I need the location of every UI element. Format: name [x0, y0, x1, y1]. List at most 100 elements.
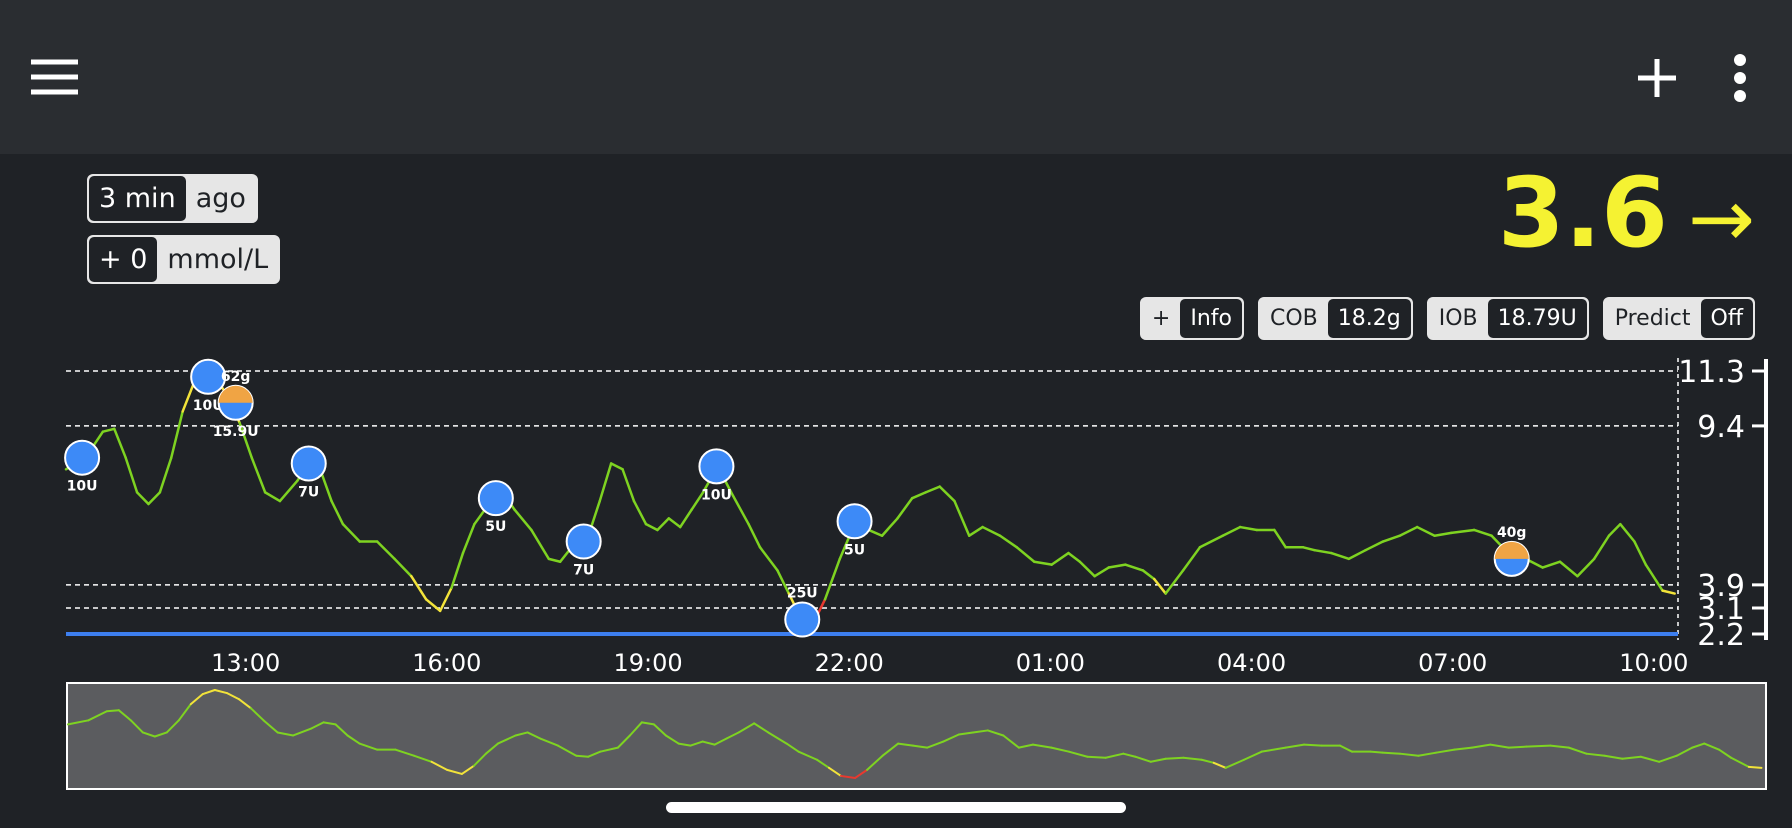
bg-line-segment — [547, 557, 562, 563]
navigator-line-segment — [1435, 748, 1456, 754]
navigator-line-segment — [189, 693, 204, 706]
navigator-line-segment — [153, 731, 168, 738]
pill-value: Info — [1180, 299, 1242, 338]
bg-line-segment — [621, 468, 636, 503]
bg-line-segment — [1415, 525, 1436, 537]
treatment-top-label: 40g — [1497, 525, 1527, 541]
navigator-line-segment — [713, 737, 728, 746]
navigator-line-segment — [526, 731, 542, 740]
bg-line-segment — [981, 525, 1002, 537]
bg-line-segment — [1633, 540, 1648, 566]
bg-line-segment — [330, 499, 345, 526]
navigator-line-segment — [346, 734, 361, 745]
navigator-line-segment — [1399, 752, 1420, 757]
bg-line-segment — [1033, 560, 1053, 566]
navigator-line-segment — [1703, 742, 1721, 751]
bg-line-segment — [1067, 551, 1082, 563]
navigator-line-segment — [1224, 758, 1246, 769]
navigator-line-segment — [1718, 748, 1733, 759]
navigator-line-segment — [225, 692, 240, 701]
navigator-line-segment — [677, 742, 692, 747]
bg-line-segment — [1164, 569, 1185, 595]
navigator-line-segment — [1603, 754, 1624, 760]
navigator-line-segment — [897, 742, 914, 747]
bg-line-segment — [278, 479, 299, 503]
bg-line-segment — [1124, 563, 1145, 572]
bg-line-segment — [250, 456, 267, 494]
bg-line-segment — [101, 427, 116, 433]
pill[interactable]: IOB 18.79U — [1426, 297, 1589, 340]
navigator-line-segment — [628, 721, 643, 737]
navigator-line-segment — [1050, 746, 1070, 753]
treatment-label: 5U — [844, 542, 865, 558]
bg-line-segment — [644, 522, 659, 532]
bg-value: 3.6 — [1497, 157, 1668, 269]
navigator-line-segment — [1182, 756, 1203, 761]
navigator-line-segment — [957, 731, 974, 736]
bg-line-segment — [158, 456, 173, 494]
bg-line-segment — [1330, 551, 1351, 561]
navigator-line-segment — [1369, 750, 1384, 754]
bg-line-segment — [1198, 534, 1224, 549]
bg-line-segment — [1381, 534, 1401, 543]
bg-line-segment — [1015, 546, 1036, 563]
navigator-line-segment — [292, 727, 313, 737]
menu-button[interactable] — [31, 59, 78, 95]
bg-line-segment — [1472, 528, 1493, 537]
bg-line-segment — [1558, 560, 1579, 578]
bg-line-segment — [1181, 546, 1202, 572]
navigator-line-segment — [1303, 743, 1323, 747]
age-unit: ago — [195, 183, 246, 214]
navigator-line-segment — [689, 740, 704, 747]
navigator-line-segment — [839, 774, 857, 779]
bg-line-segment — [1450, 528, 1476, 535]
pill[interactable]: COB 18.2g — [1258, 297, 1413, 340]
bg-line-segment — [632, 499, 648, 526]
bg-line-segment — [263, 491, 282, 503]
navigator[interactable] — [66, 682, 1767, 790]
navigator-line-segment — [262, 719, 279, 734]
treatment-top-label: 25U — [787, 586, 818, 602]
add-button[interactable] — [1638, 59, 1676, 97]
x-tick-label: 10:00 — [1619, 649, 1688, 677]
navigator-line-segment — [1104, 752, 1125, 759]
navigator-line-segment — [129, 719, 144, 734]
pill-row: + Info COB 18.2g IOB 18.79U Predict Off — [1139, 297, 1755, 340]
pill-value: 18.79U — [1487, 299, 1587, 338]
y-tick-label: 3.9 — [1697, 569, 1745, 604]
treatment-label: 10U — [193, 398, 224, 414]
pill[interactable]: Predict Off — [1602, 297, 1755, 340]
pill[interactable]: + Info — [1139, 297, 1244, 340]
bg-line-segment — [1221, 525, 1242, 537]
bg-line-segment — [1050, 551, 1070, 566]
bg-line-segment — [1576, 557, 1596, 578]
treatment — [190, 358, 227, 395]
navigator-line-segment — [1549, 744, 1570, 749]
more-button[interactable] — [1734, 54, 1746, 102]
navigator-line-segment — [539, 737, 559, 747]
units: mmol/L — [167, 244, 269, 275]
navigator-line-segment — [866, 754, 884, 771]
treatment-carbs — [1494, 541, 1529, 559]
navigator-line-segment — [1417, 751, 1438, 757]
bg-line-segment — [667, 517, 682, 529]
navigator-line-segment — [514, 731, 529, 737]
treatment — [784, 601, 821, 638]
navigator-line-segment — [1471, 743, 1492, 749]
treatment-label: 5U — [485, 519, 506, 535]
navigator-line-segment — [1164, 756, 1185, 760]
bg-line-segment — [1153, 577, 1167, 595]
navigator-line-segment — [201, 689, 216, 696]
bg-line-segment — [867, 528, 884, 537]
x-tick-label: 07:00 — [1418, 649, 1487, 677]
x-tick-label: 01:00 — [1016, 649, 1085, 677]
x-tick-label: 22:00 — [815, 649, 884, 677]
pill-value: Off — [1700, 299, 1753, 338]
top-bar-icons — [31, 54, 1746, 102]
navigator-line-segment — [460, 764, 475, 775]
bg-line-segment — [424, 598, 442, 613]
navigator-line-segment — [827, 766, 842, 777]
bg-line-segment — [147, 491, 162, 506]
age: 3 min — [89, 176, 186, 221]
